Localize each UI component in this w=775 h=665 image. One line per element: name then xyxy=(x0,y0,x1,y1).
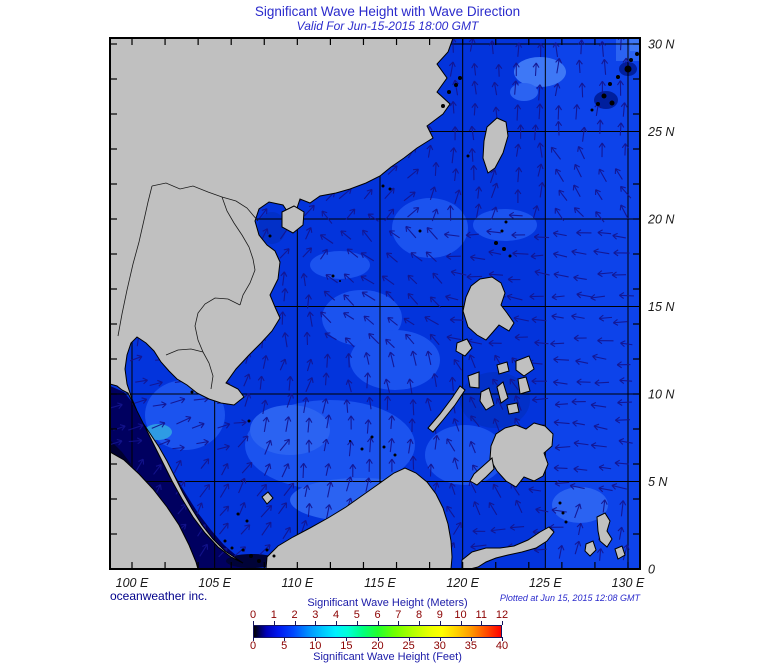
legend-feet-tick: 25 xyxy=(402,640,415,652)
legend-meters-tick: 10 xyxy=(454,609,467,621)
legend-tick-mark xyxy=(377,637,379,641)
lat-label: 30 N xyxy=(648,38,675,52)
island-cebu xyxy=(496,381,509,404)
legend-meters-tick: 4 xyxy=(332,609,340,621)
lat-label: 5 N xyxy=(648,475,668,489)
island-masbate xyxy=(496,361,510,375)
legend-meters-tick: 7 xyxy=(395,609,402,621)
credit-text: oceanweather inc. xyxy=(110,589,208,603)
lon-label: 110 E xyxy=(281,576,313,590)
legend-feet-tick: 5 xyxy=(281,640,288,652)
island-halmahera xyxy=(596,512,613,548)
island-panay xyxy=(467,371,480,389)
lon-label: 125 E xyxy=(529,576,562,590)
legend-tick-mark xyxy=(294,621,296,625)
legend-tick-mark xyxy=(419,621,420,625)
island-sulawesi xyxy=(461,526,555,568)
legend-tick-mark xyxy=(356,621,358,625)
lon-label: 115 E xyxy=(364,576,396,590)
island-samar xyxy=(515,355,535,377)
legend-tick-mark xyxy=(439,621,441,625)
lat-label: 0 xyxy=(648,563,655,577)
lat-label: 15 N xyxy=(648,300,675,314)
legend-feet-tick: 15 xyxy=(340,640,353,652)
legend-meters-tick: 8 xyxy=(415,609,423,621)
legend-tick-mark xyxy=(346,637,348,641)
legend-feet-label: Significant Wave Height (Feet) xyxy=(313,651,462,663)
page-title: Significant Wave Height with Wave Direct… xyxy=(254,4,521,19)
legend-tick-mark xyxy=(398,621,400,625)
lon-label: 105 E xyxy=(198,576,231,590)
legend-tick-mark xyxy=(502,637,503,641)
islet-dots xyxy=(190,52,639,563)
peninsula-zamboanga xyxy=(469,457,495,486)
legend-feet-tick: 30 xyxy=(433,640,446,652)
legend-feet-tick: 20 xyxy=(371,640,384,652)
legend-tick-mark xyxy=(273,621,275,625)
plotted-timestamp: Plotted at Jun 15, 2015 12:08 GMT xyxy=(499,593,640,603)
legend-tick-mark xyxy=(439,637,441,641)
legend-tick-mark xyxy=(315,637,317,641)
legend-tick-mark xyxy=(460,621,462,625)
lon-label: 130 E xyxy=(612,576,645,590)
country-borders xyxy=(117,182,259,390)
legend-tick-mark xyxy=(336,621,337,625)
legend-tick-mark xyxy=(315,621,317,625)
lon-label: 100 E xyxy=(116,576,149,590)
legend-tick-mark xyxy=(408,637,410,641)
legend-meters-tick: 2 xyxy=(291,609,298,621)
legend-feet-tick: 10 xyxy=(309,640,322,652)
island-leyte xyxy=(517,376,531,395)
island-negros xyxy=(479,387,495,411)
lat-label: 20 N xyxy=(647,213,675,227)
legend-meters-label: Significant Wave Height (Meters) xyxy=(307,597,468,609)
island-hainan xyxy=(281,205,305,234)
map-frame xyxy=(109,37,641,570)
legend-feet-tick: 35 xyxy=(464,640,477,652)
legend-tick-mark xyxy=(502,621,503,625)
legend-meters-tick: 9 xyxy=(436,609,443,621)
landmasses xyxy=(111,39,626,568)
legend-meters-tick: 3 xyxy=(312,609,319,621)
legend-tick-mark xyxy=(284,637,286,641)
valid-time-subtitle: Valid For Jun-15-2015 18:00 GMT xyxy=(296,19,479,33)
axis-minor-ticks xyxy=(111,39,639,568)
island-bohol xyxy=(506,402,520,415)
legend-tick-mark xyxy=(481,621,483,625)
legend-meters-tick: 5 xyxy=(353,609,360,621)
island-taiwan xyxy=(482,117,509,174)
legend-meters-tick: 6 xyxy=(374,609,381,621)
legend-meters-tick: 12 xyxy=(495,609,509,621)
legend-meters-tick: 1 xyxy=(270,609,277,621)
island-morotai xyxy=(584,540,597,557)
legend-tick-mark xyxy=(470,637,472,641)
legend-feet-tick: 0 xyxy=(249,640,257,652)
island-luzon xyxy=(462,276,515,341)
legend-tick-mark xyxy=(253,621,254,625)
legend-tick-mark xyxy=(377,621,379,625)
island-mindanao xyxy=(489,422,554,488)
legend-tick-mark xyxy=(253,637,254,641)
island-mindoro xyxy=(455,338,473,357)
lon-label: 120 E xyxy=(446,576,479,590)
island-obi xyxy=(614,545,626,560)
island-sumatra xyxy=(111,451,199,568)
legend-meters-tick: 11 xyxy=(475,609,487,621)
island-natuna xyxy=(261,491,274,505)
lat-label: 25 N xyxy=(647,125,675,139)
legend-meters-tick: 0 xyxy=(249,609,257,621)
legend-feet-tick: 40 xyxy=(495,640,509,652)
lat-label: 10 N xyxy=(648,388,675,402)
island-borneo xyxy=(265,467,453,568)
singapore-strait-dark-water xyxy=(226,554,278,568)
island-palawan xyxy=(427,385,466,433)
landmass-asia-mainland xyxy=(111,39,454,564)
axis-labels: 100 E 105 E 110 E 115 E 120 E 125 E 130 E0 5 N 1… xyxy=(116,38,676,591)
